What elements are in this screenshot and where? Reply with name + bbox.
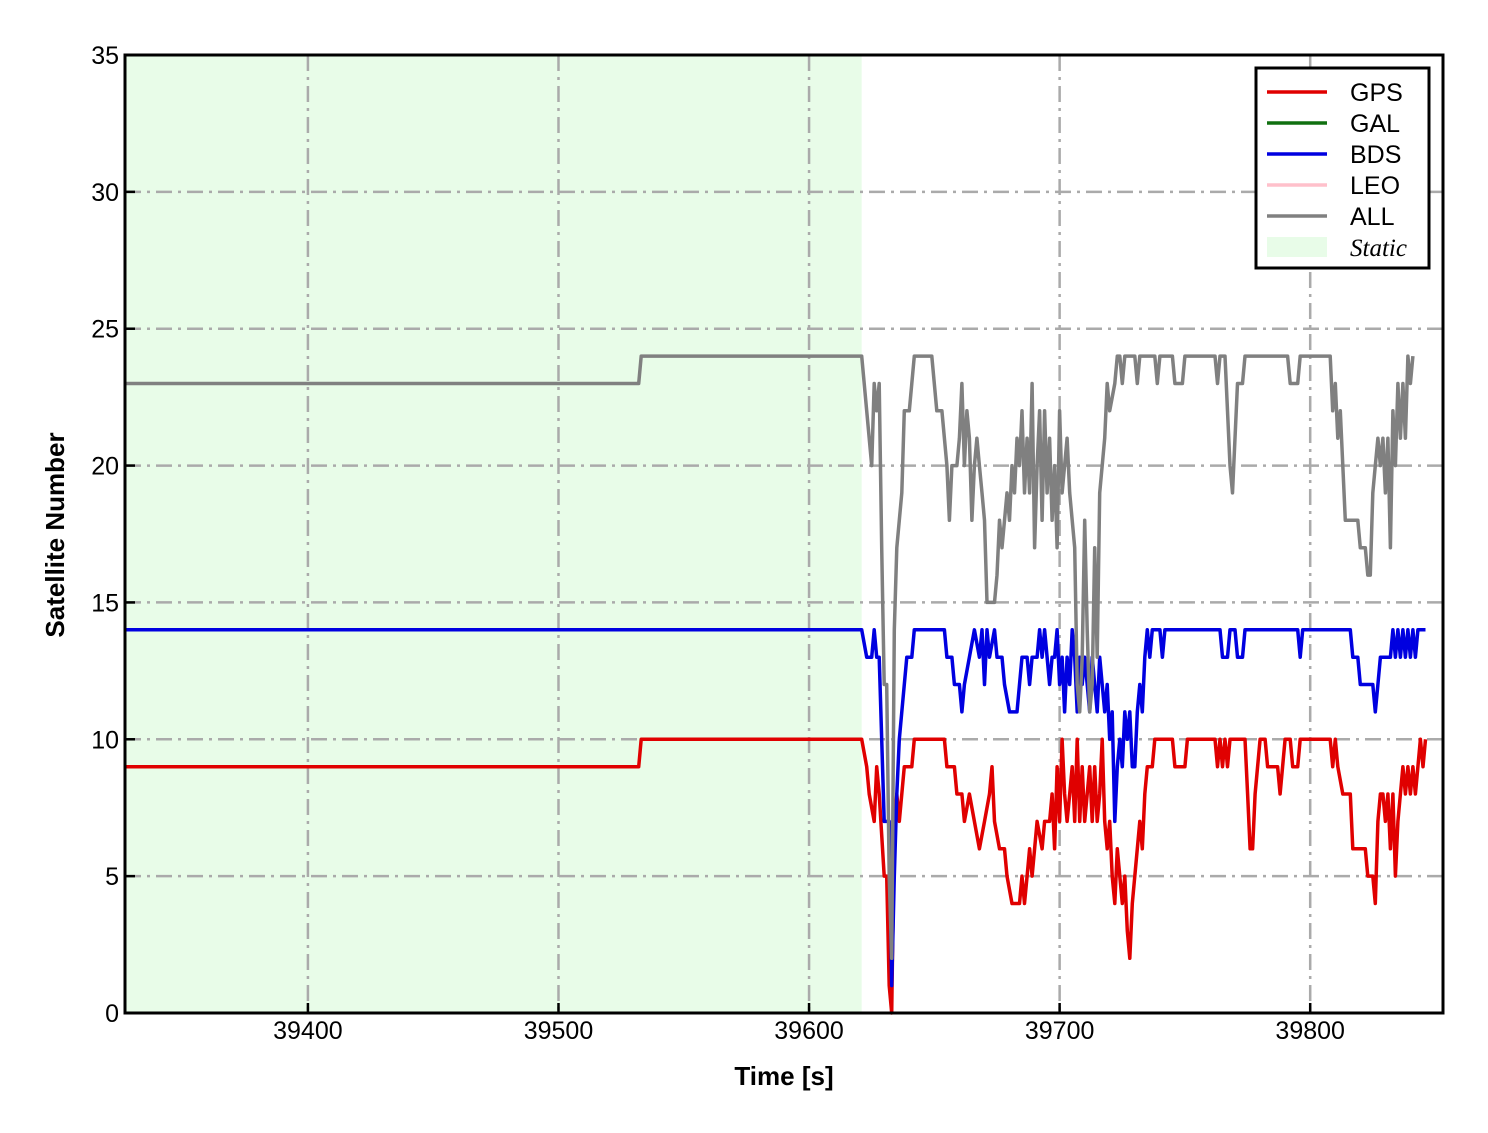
x-axis-label: Time [s] [734,1061,833,1091]
axes-layer [123,53,1445,1015]
series-line-bds [125,628,1426,988]
legend-label-all: ALL [1350,203,1395,231]
legend-swatch-static [1267,237,1327,257]
x-tick-label: 39400 [273,1017,343,1045]
tick-layer: 39400 39500 39600 39700 39800 0 5 10 15 20 25 30 35 [91,42,1345,1045]
y-axis-label: Satellite Number [40,432,70,637]
legend-label-static: Static [1350,235,1407,262]
legend: GPS GAL BDS LEO ALL Static [1254,66,1431,270]
legend-box [1254,66,1431,270]
x-tick-label: 39700 [1025,1017,1095,1045]
y-tick-label: 0 [105,1000,119,1028]
series-layer [125,354,1428,1015]
y-tick-label: 30 [91,179,119,207]
legend-label-bds: BDS [1350,141,1401,169]
static-region [125,55,862,1013]
series-line-all [125,354,1415,961]
grid-layer [125,55,1443,1013]
y-tick-label: 15 [91,589,119,617]
y-tick-label: 35 [91,42,119,70]
plot-frame [123,53,1445,1015]
y-tick-label: 5 [105,863,119,891]
legend-label-gps: GPS [1350,79,1403,107]
x-tick-label: 39500 [524,1017,594,1045]
x-tick-label: 39800 [1275,1017,1345,1045]
static-region-layer [125,55,862,1013]
legend-label-leo: LEO [1350,172,1400,200]
legend-label-gal: GAL [1350,110,1400,138]
x-tick-label: 39600 [774,1017,844,1045]
y-tick-label: 25 [91,316,119,344]
y-tick-label: 10 [91,726,119,754]
y-tick-label: 20 [91,453,119,481]
series-line-gps [125,737,1428,1015]
